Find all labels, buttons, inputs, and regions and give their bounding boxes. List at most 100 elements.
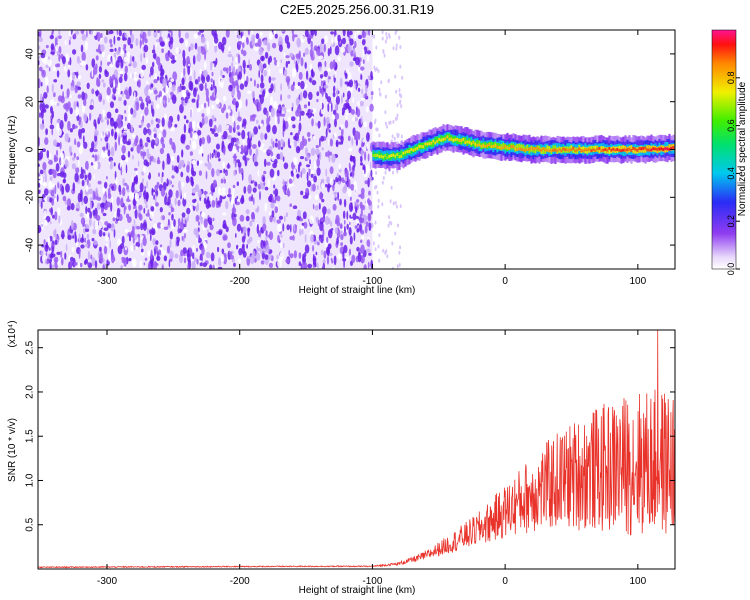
heatmap-cell — [242, 42, 245, 49]
heatmap-cell — [168, 179, 171, 186]
heatmap-cell — [340, 234, 344, 241]
heatmap-cell — [339, 198, 342, 206]
heatmap-cell — [662, 148, 665, 151]
heatmap-cell — [130, 43, 133, 49]
heatmap-cell — [263, 158, 267, 168]
heatmap-cell — [319, 191, 323, 200]
heatmap-cell — [317, 120, 321, 129]
heatmap-cell — [238, 71, 243, 80]
heatmap-cell — [360, 192, 365, 200]
heatmap-cell — [402, 151, 405, 158]
heatmap-cell — [302, 135, 305, 143]
heatmap-cell — [347, 135, 351, 142]
snr-y-axis-label: SNR (10 * v/v) — [7, 418, 18, 482]
heatmap-cell — [309, 215, 314, 225]
heatmap-cell — [251, 90, 255, 99]
heatmap-cell — [304, 61, 307, 70]
heatmap-cell — [596, 147, 599, 151]
heatmap-cell — [274, 188, 279, 197]
heatmap-cell — [324, 216, 330, 225]
heatmap-cell — [123, 44, 127, 48]
heatmap-cell — [153, 262, 159, 267]
heatmap-cell — [143, 262, 146, 266]
heatmap-cell — [628, 147, 631, 151]
heatmap-cell — [54, 37, 58, 47]
heatmap-cell — [52, 245, 54, 256]
heatmap-cell — [133, 71, 138, 82]
heatmap-cell — [242, 139, 245, 144]
heatmap-cell — [44, 104, 49, 109]
heatmap-cell — [58, 30, 61, 35]
heatmap-cell — [400, 134, 403, 139]
heatmap-cell — [352, 200, 355, 208]
heatmap-cell — [281, 113, 286, 117]
heatmap-cell — [352, 212, 357, 221]
heatmap-cell — [263, 69, 267, 77]
heatmap-cell — [102, 264, 105, 269]
heatmap-cell — [86, 239, 91, 249]
heatmap-cell — [278, 36, 283, 47]
heatmap-cell — [275, 138, 278, 142]
heatmap-cell — [146, 148, 150, 154]
heatmap-cell — [41, 102, 46, 112]
heatmap-cell — [207, 203, 212, 208]
heatmap-cell — [129, 72, 132, 79]
heatmap-cell — [218, 257, 222, 267]
heatmap-cell — [670, 147, 673, 150]
heatmap-cell — [118, 76, 123, 84]
heatmap-cell — [211, 104, 215, 110]
heatmap-cell — [193, 33, 198, 39]
heatmap-cell — [378, 233, 381, 238]
heatmap-cell — [119, 70, 124, 75]
heatmap-cell — [344, 169, 349, 178]
heatmap-cell — [170, 156, 175, 161]
heatmap-cell — [221, 248, 225, 254]
heatmap-cell — [560, 149, 563, 153]
heatmap-cell — [306, 171, 309, 182]
heatmap-cell — [77, 75, 82, 80]
heatmap-cell — [51, 83, 54, 93]
heatmap-cell — [203, 61, 207, 70]
heatmap-cell — [109, 101, 115, 109]
heatmap-cell — [325, 151, 328, 158]
heatmap-cell — [211, 152, 214, 159]
heatmap-cell — [430, 141, 433, 145]
heatmap-cell — [207, 162, 212, 170]
heatmap-cell — [91, 257, 96, 267]
heatmap-cell — [171, 207, 175, 212]
heatmap-cell — [127, 37, 132, 46]
heatmap-cell — [174, 55, 177, 61]
heatmap-cell — [131, 155, 134, 160]
heatmap-cell — [205, 170, 208, 180]
heatmap-cell — [486, 144, 489, 148]
heatmap-cell — [56, 194, 59, 202]
heatmap-cell — [388, 220, 391, 225]
heatmap-cell — [236, 196, 238, 200]
heatmap-cell — [197, 31, 201, 36]
heatmap-cell — [182, 49, 186, 60]
heatmap-cell — [88, 30, 92, 35]
heatmap-cell — [394, 231, 397, 236]
heatmap-cell — [93, 161, 98, 170]
heatmap-cell — [178, 162, 182, 169]
heatmap-cell — [401, 75, 404, 80]
heatmap-cell — [215, 197, 218, 206]
heatmap-cell — [160, 215, 163, 220]
heatmap-cell — [305, 187, 309, 194]
heatmap-cell — [297, 116, 300, 121]
heatmap-cell — [90, 254, 93, 260]
colorbar-tick-label: 0.8 — [726, 72, 736, 85]
heatmap-cell — [116, 196, 121, 206]
heatmap-cell — [110, 43, 113, 48]
heatmap-cell — [236, 181, 239, 186]
heatmap-cell — [187, 92, 191, 97]
heatmap-cell — [381, 30, 384, 35]
heatmap-cell — [361, 254, 363, 263]
heatmap-cell — [436, 136, 439, 143]
heatmap-cell — [237, 132, 241, 136]
heatmap-cell — [245, 157, 250, 161]
heatmap-cell — [261, 143, 265, 148]
heatmap-cell — [516, 148, 519, 151]
heatmap-cell — [274, 206, 279, 214]
heatmap-cell — [594, 149, 597, 152]
